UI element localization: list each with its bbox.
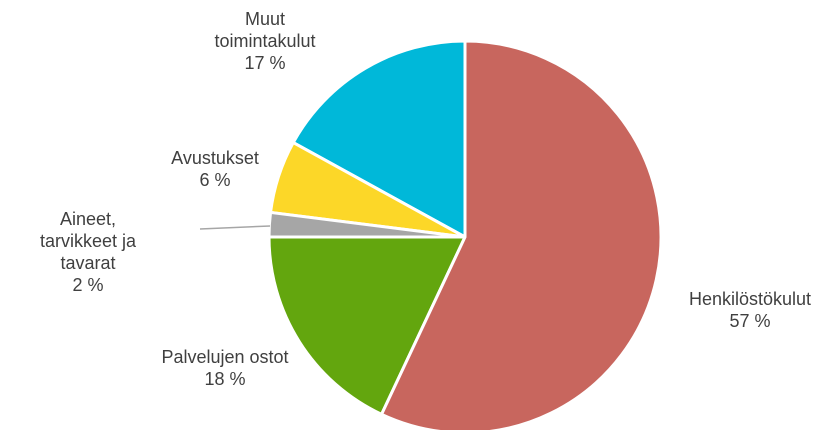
slice-label: Avustukset 6 % [150,147,280,191]
slice-label: Aineet, tarvikkeet ja tavarat 2 % [28,208,148,296]
category-name: Muut toimintakulut [214,9,316,51]
value-label: 18 % [204,369,246,389]
leader-line [199,225,271,230]
pie-slice [291,39,467,240]
value-label: 2 % [72,275,104,295]
slice-label: Henkilöstökulut 57 % [685,288,815,332]
value-label: 17 % [244,53,286,73]
category-name: Avustukset [171,148,259,168]
pie-slice [267,235,468,417]
pie-slice [379,39,663,430]
category-name: Aineet, tarvikkeet ja tavarat [39,209,137,273]
category-name: Henkilöstökulut [688,289,812,309]
value-label: 57 % [729,311,771,331]
slice-label: Muut toimintakulut 17 % [210,8,320,74]
slice-label: Palvelujen ostot 18 % [125,346,325,390]
category-name: Palvelujen ostot [161,347,289,367]
value-label: 6 % [199,170,231,190]
